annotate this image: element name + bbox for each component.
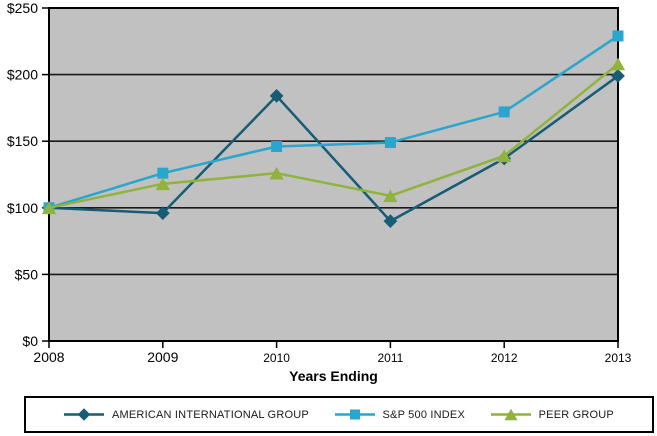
legend-label: PEER GROUP [538,408,614,421]
y-tick-label: $100 [7,200,38,216]
y-tick-label: $150 [7,133,38,149]
y-tick-label: $250 [7,0,38,16]
chart-legend: AMERICAN INTERNATIONAL GROUP S&P 500 IND… [24,396,654,433]
legend-item-sp500-index: S&P 500 INDEX [334,407,466,422]
x-axis-title: Years Ending [289,368,378,384]
y-tick-label: $0 [22,333,38,349]
legend-label: S&P 500 INDEX [382,408,466,421]
x-tick-label: 2012 [491,351,518,365]
series-line [48,62,619,210]
x-tick-label: 2008 [33,349,64,365]
gridlines [49,73,618,276]
series-line [48,74,619,223]
y-tick-label: $50 [15,266,39,282]
y-axis-labels: $0 $50 $100 $150 $200 $250 [7,0,49,349]
legend-marker-square-icon [334,409,375,420]
legend-item-american-international-group: AMERICAN INTERNATIONAL GROUP [64,407,309,422]
x-axis-labels: 2008 2009 2010 2011 2012 2013 [33,341,632,365]
x-tick-label: 2013 [605,351,632,365]
chart-canvas: $0 $50 $100 $150 $200 $250 2008 2009 2010 2011 201… [7,0,632,384]
legend-item-peer-group: PEER GROUP [490,407,614,422]
plot-area [49,8,618,341]
legend-marker-diamond-icon [64,408,104,421]
series-peer-group [41,57,626,215]
series-line [48,34,619,209]
x-tick-label: 2009 [147,349,178,365]
legend-marker-triangle-icon [490,408,531,421]
legend-label: AMERICAN INTERNATIONAL GROUP [112,408,309,421]
plot-border [48,7,619,342]
x-tick-label: 2011 [377,351,403,365]
y-tick-label: $200 [7,67,38,83]
x-tick-label: 2010 [263,351,290,365]
